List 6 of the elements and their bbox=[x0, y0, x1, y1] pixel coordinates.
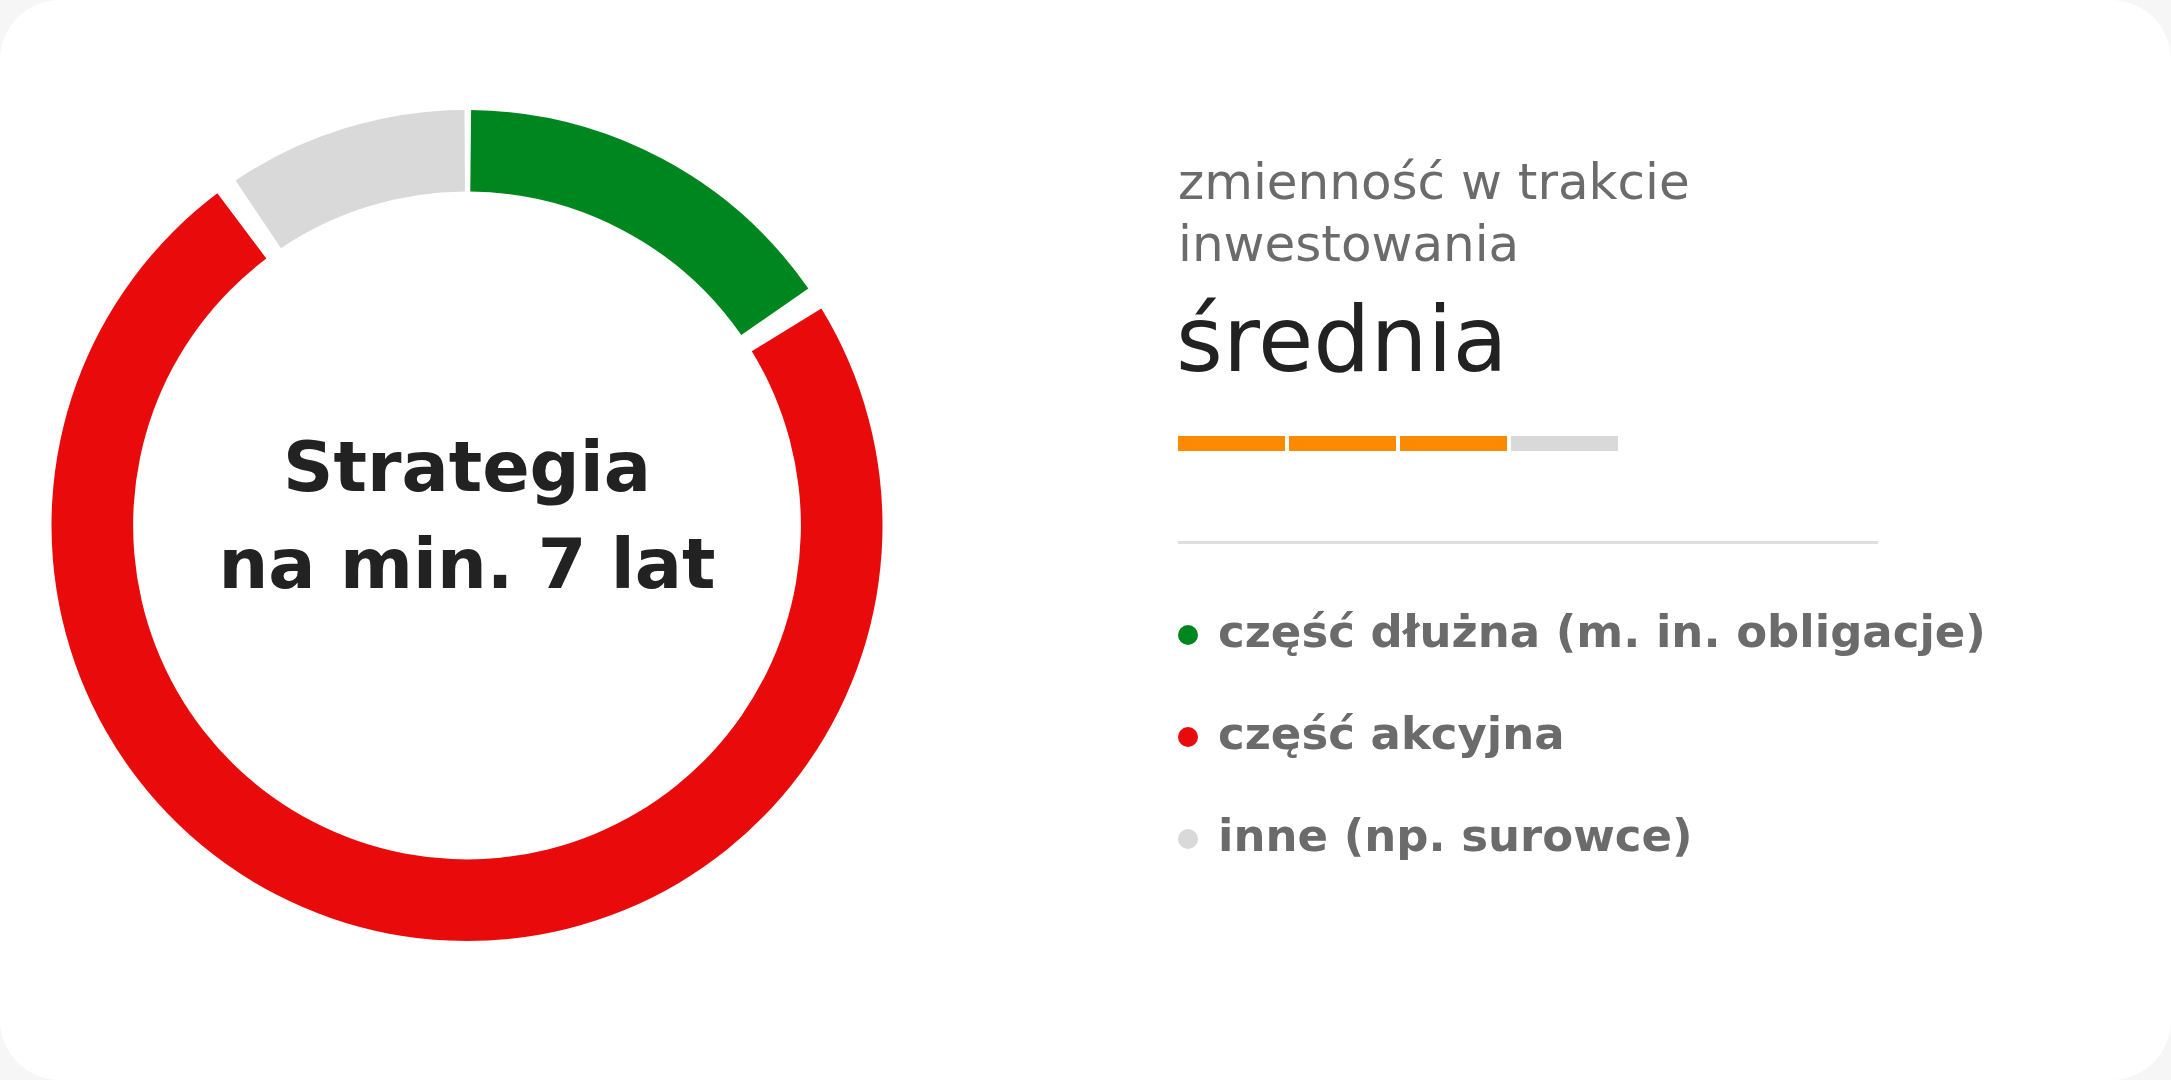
legend-label: część akcyjna bbox=[1218, 706, 1565, 762]
text: zmienność w trakcie inwestowania bbox=[1178, 152, 1691, 275]
text: średnia bbox=[1176, 287, 1508, 392]
legend-label: inne (np. surowce) bbox=[1218, 808, 1693, 864]
legend-label: część dłużna (m. in. obligacje) bbox=[1218, 604, 1986, 660]
text: Strategia na min. 7 lat bbox=[217, 425, 717, 607]
